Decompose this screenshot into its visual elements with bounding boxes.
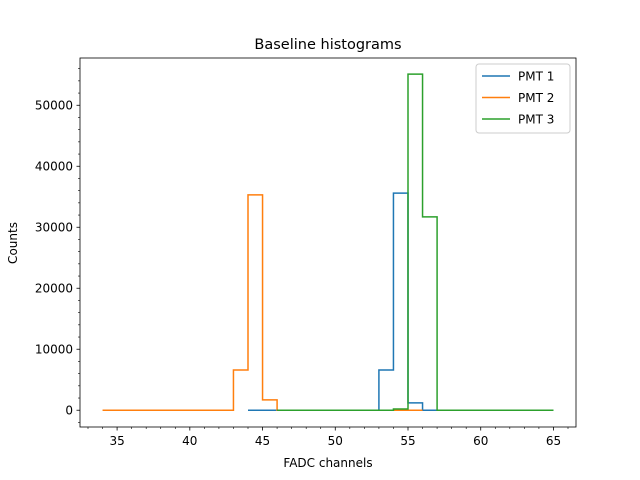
y-axis-label: Counts <box>6 222 20 264</box>
series-line-3 <box>277 73 554 411</box>
axes-layer: 35 40 45 50 55 60 65 0 10000 20000 30000 40000 50000 <box>35 57 577 448</box>
legend-label-2: PMT 2 <box>518 91 554 105</box>
plot-frame <box>79 57 577 428</box>
chart-title: Baseline histograms <box>254 37 401 53</box>
legend-box <box>475 63 571 134</box>
y-tick-label-40000: 40000 <box>35 160 73 174</box>
x-tick-label-50: 50 <box>328 434 343 448</box>
series-layer <box>102 73 554 411</box>
x-tick-label-60: 60 <box>473 434 488 448</box>
legend-label-3: PMT 3 <box>518 112 554 126</box>
legend: PMT 1 PMT 2 PMT 3 <box>475 63 571 134</box>
y-tick-label-50000: 50000 <box>35 99 73 113</box>
x-tick-label-35: 35 <box>109 434 124 448</box>
x-tick-label-45: 45 <box>255 434 270 448</box>
y-tick-label-30000: 30000 <box>35 221 73 235</box>
x-tick-label-65: 65 <box>546 434 561 448</box>
x-tick-label-55: 55 <box>400 434 415 448</box>
x-axis-label: FADC channels <box>283 456 372 470</box>
y-tick-label-20000: 20000 <box>35 282 73 296</box>
y-tick-label-0: 0 <box>65 404 73 418</box>
x-tick-label-40: 40 <box>182 434 197 448</box>
y-tick-label-10000: 10000 <box>35 343 73 357</box>
legend-label-1: PMT 1 <box>518 69 554 83</box>
